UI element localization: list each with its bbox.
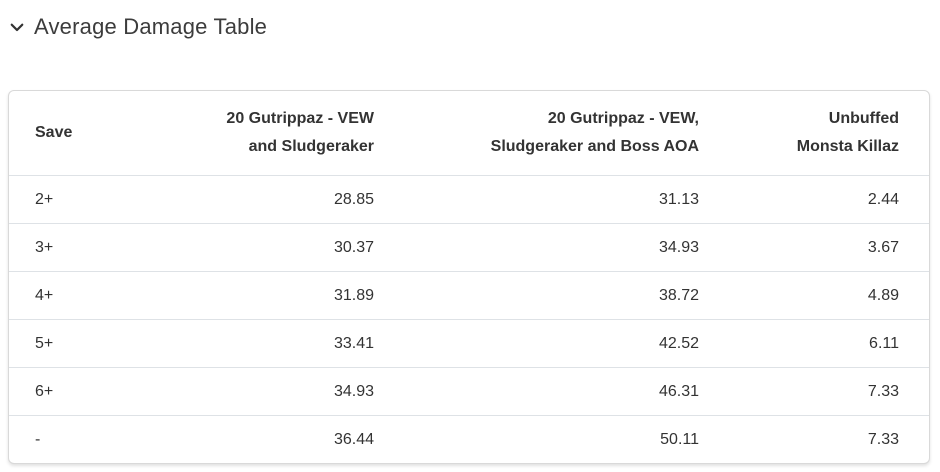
value-cell: 38.72 — [374, 271, 699, 320]
value-cell: 42.52 — [374, 319, 699, 368]
value-cell: 33.41 — [139, 319, 374, 368]
average-damage-table: Save 20 Gutrippaz - VEW and Sludgeraker … — [9, 91, 929, 463]
value-cell: 31.13 — [374, 175, 699, 224]
table-row: 4+ 31.89 38.72 4.89 — [9, 271, 929, 320]
column-header-save: Save — [35, 124, 73, 141]
save-cell: 5+ — [9, 319, 139, 368]
value-cell: 46.31 — [374, 367, 699, 416]
average-damage-table-card: Save 20 Gutrippaz - VEW and Sludgeraker … — [8, 90, 930, 464]
table-row: 6+ 34.93 46.31 7.33 — [9, 367, 929, 416]
value-cell: 3.67 — [699, 223, 929, 272]
save-cell: 2+ — [9, 175, 139, 224]
chevron-down-icon[interactable] — [8, 18, 26, 36]
value-cell: 4.89 — [699, 271, 929, 320]
column-header-gutrippaz-vew-sludgeraker-boss-aoa: 20 Gutrippaz - VEW, Sludgeraker and Boss… — [490, 110, 699, 155]
value-cell: 28.85 — [139, 175, 374, 224]
value-cell: 7.33 — [699, 415, 929, 463]
value-cell: 30.37 — [139, 223, 374, 272]
table-row: 5+ 33.41 42.52 6.11 — [9, 319, 929, 368]
value-cell: 36.44 — [139, 415, 374, 463]
column-header-unbuffed-monsta-killaz: Unbuffed Monsta Killaz — [796, 110, 899, 155]
value-cell: 34.93 — [374, 223, 699, 272]
collapsible-section-header[interactable]: Average Damage Table — [8, 12, 940, 42]
column-header-gutrippaz-vew-sludgeraker: 20 Gutrippaz - VEW and Sludgeraker — [226, 110, 374, 155]
value-cell: 2.44 — [699, 175, 929, 224]
page-title: Average Damage Table — [34, 14, 268, 39]
save-cell: 6+ — [9, 367, 139, 416]
table-row: 2+ 28.85 31.13 2.44 — [9, 175, 929, 224]
value-cell: 7.33 — [699, 367, 929, 416]
table-row: - 36.44 50.11 7.33 — [9, 415, 929, 463]
save-cell: 3+ — [9, 223, 139, 272]
value-cell: 31.89 — [139, 271, 374, 320]
value-cell: 6.11 — [699, 319, 929, 368]
table-row: 3+ 30.37 34.93 3.67 — [9, 223, 929, 272]
table-header-row: Save 20 Gutrippaz - VEW and Sludgeraker … — [9, 91, 929, 176]
value-cell: 50.11 — [374, 415, 699, 463]
save-cell: - — [9, 415, 139, 463]
value-cell: 34.93 — [139, 367, 374, 416]
save-cell: 4+ — [9, 271, 139, 320]
